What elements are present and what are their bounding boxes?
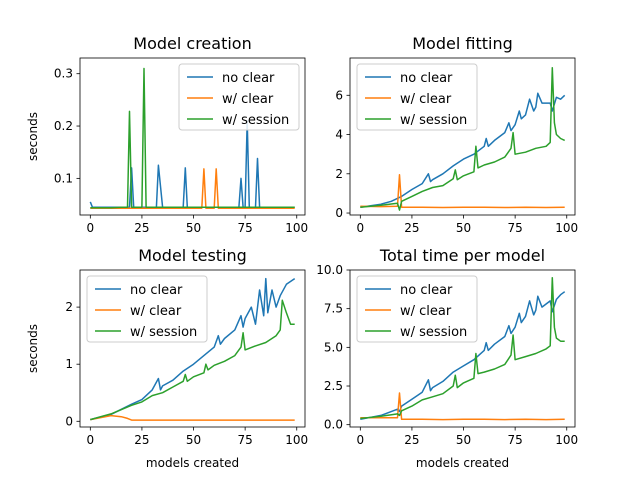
chart-3-title: Model testing [138,246,247,265]
chart-4-title: Total time per model [379,246,545,265]
chart-1-series-w-session [90,67,295,209]
chart-3-legend-label-no-clear: no clear [130,283,183,298]
chart-1-frame [79,57,306,216]
chart-3-x-tick-label: 25 [134,433,149,447]
chart-2-frame [349,57,576,216]
chart-2-x-tick-label: 75 [507,221,522,235]
chart-4-frame [349,269,576,428]
chart-1-y-tick-label: 0.2 [54,119,73,133]
chart-2-x-tick-label: 50 [456,221,471,235]
chart-1-legend-label-no-clear: no clear [222,71,275,86]
chart-2-x-tick-label: 25 [404,221,419,235]
chart-4: 0 25 50 75 100 0.0 2.5 5.0 7.5 10.0 Total time per… [316,246,578,470]
chart-1-series-no-clear [89,120,295,208]
chart-1-legend-label-w-session: w/ session [222,113,289,128]
chart-1-y-axis-label: seconds [26,112,40,161]
chart-1-y-tick-label: 0.1 [54,171,73,185]
chart-3-series-w-clear [90,414,295,421]
chart-2-series-w-clear [360,174,565,209]
chart-4-x-tick-label: 0 [357,433,365,447]
chart-2-series-w-session [360,67,566,211]
chart-3-x-tick-label: 100 [285,433,308,447]
chart-1-series-w-clear [90,168,295,209]
chart-1-legend: no clear w/ clear w/ session [178,63,300,131]
chart-2-legend-label-no-clear: no clear [400,71,453,86]
chart-3-legend: no clear w/ clear w/ session [86,275,208,343]
chart-1-title: Model creation [133,34,251,53]
chart-2: 0 25 50 75 100 0 2 4 6 Model fitting no clear w/ cl… [335,34,578,235]
chart-4-y-tick-label: 10.0 [316,263,343,277]
chart-3-frame [79,269,306,428]
chart-2-y-tick-label: 6 [335,88,343,102]
chart-4-x-tick-label: 100 [555,433,578,447]
chart-3-y-tick-label: 0 [65,414,73,428]
chart-4-legend-box [356,275,478,343]
chart-3-x-tick-label: 0 [87,433,95,447]
chart-3: 0 25 50 75 100 0 1 2 Model testing models created… [26,246,308,470]
chart-2-legend-label-w-clear: w/ clear [400,92,452,107]
chart-1-legend-label-w-clear: w/ clear [222,92,274,107]
chart-4-series-no-clear [360,291,566,421]
chart-3-series-w-session [90,299,295,421]
chart-4-x-tick-label: 75 [507,433,522,447]
chart-1-legend-box [178,63,300,131]
chart-2-legend-box [356,63,478,131]
chart-4-y-tick-label: 5.0 [324,340,343,354]
chart-1-y-tick-label: 0.3 [54,67,73,81]
chart-1: 0 25 50 75 100 0.1 0.2 0.3 Model creation seconds… [26,34,308,235]
chart-4-series-w-session [360,276,565,420]
chart-2-legend-label-w-session: w/ session [400,113,467,128]
chart-4-x-tick-label: 25 [404,433,419,447]
chart-3-x-tick-label: 50 [186,433,201,447]
chart-1-x-tick-label: 50 [186,221,201,235]
chart-4-y-tick-label: 2.5 [324,379,343,393]
chart-2-y-tick-label: 2 [335,167,343,181]
chart-4-legend-label-no-clear: no clear [400,283,453,298]
chart-3-y-tick-label: 1 [65,357,73,371]
chart-2-y-tick-label: 0 [335,206,343,220]
chart-4-x-tick-label: 50 [456,433,471,447]
chart-3-series-no-clear [90,277,296,421]
chart-3-x-axis-label: models created [146,456,239,470]
chart-3-legend-label-w-session: w/ session [130,325,197,340]
chart-3-y-tick-label: 2 [65,300,73,314]
chart-4-y-tick-label: 7.5 [324,302,343,316]
chart-4-legend-label-w-session: w/ session [400,325,467,340]
chart-3-legend-label-w-clear: w/ clear [130,304,182,319]
chart-2-x-tick-label: 100 [555,221,578,235]
chart-4-y-tick-label: 0.0 [324,418,343,432]
chart-3-legend-box [86,275,208,343]
chart-4-series-w-clear [360,392,565,421]
chart-1-x-tick-label: 75 [237,221,252,235]
chart-2-x-tick-label: 0 [357,221,365,235]
chart-1-x-tick-label: 25 [134,221,149,235]
chart-3-y-axis-label: seconds [26,324,40,373]
chart-3-x-tick-label: 75 [237,433,252,447]
chart-2-title: Model fitting [412,34,513,53]
chart-2-series-no-clear [360,92,566,208]
chart-1-x-tick-label: 0 [87,221,95,235]
chart-4-legend-label-w-clear: w/ clear [400,304,452,319]
chart-4-legend: no clear w/ clear w/ session [356,275,478,343]
chart-4-x-axis-label: models created [416,456,509,470]
chart-2-legend: no clear w/ clear w/ session [356,63,478,131]
chart-2-y-tick-label: 4 [335,128,343,142]
chart-1-x-tick-label: 100 [285,221,308,235]
